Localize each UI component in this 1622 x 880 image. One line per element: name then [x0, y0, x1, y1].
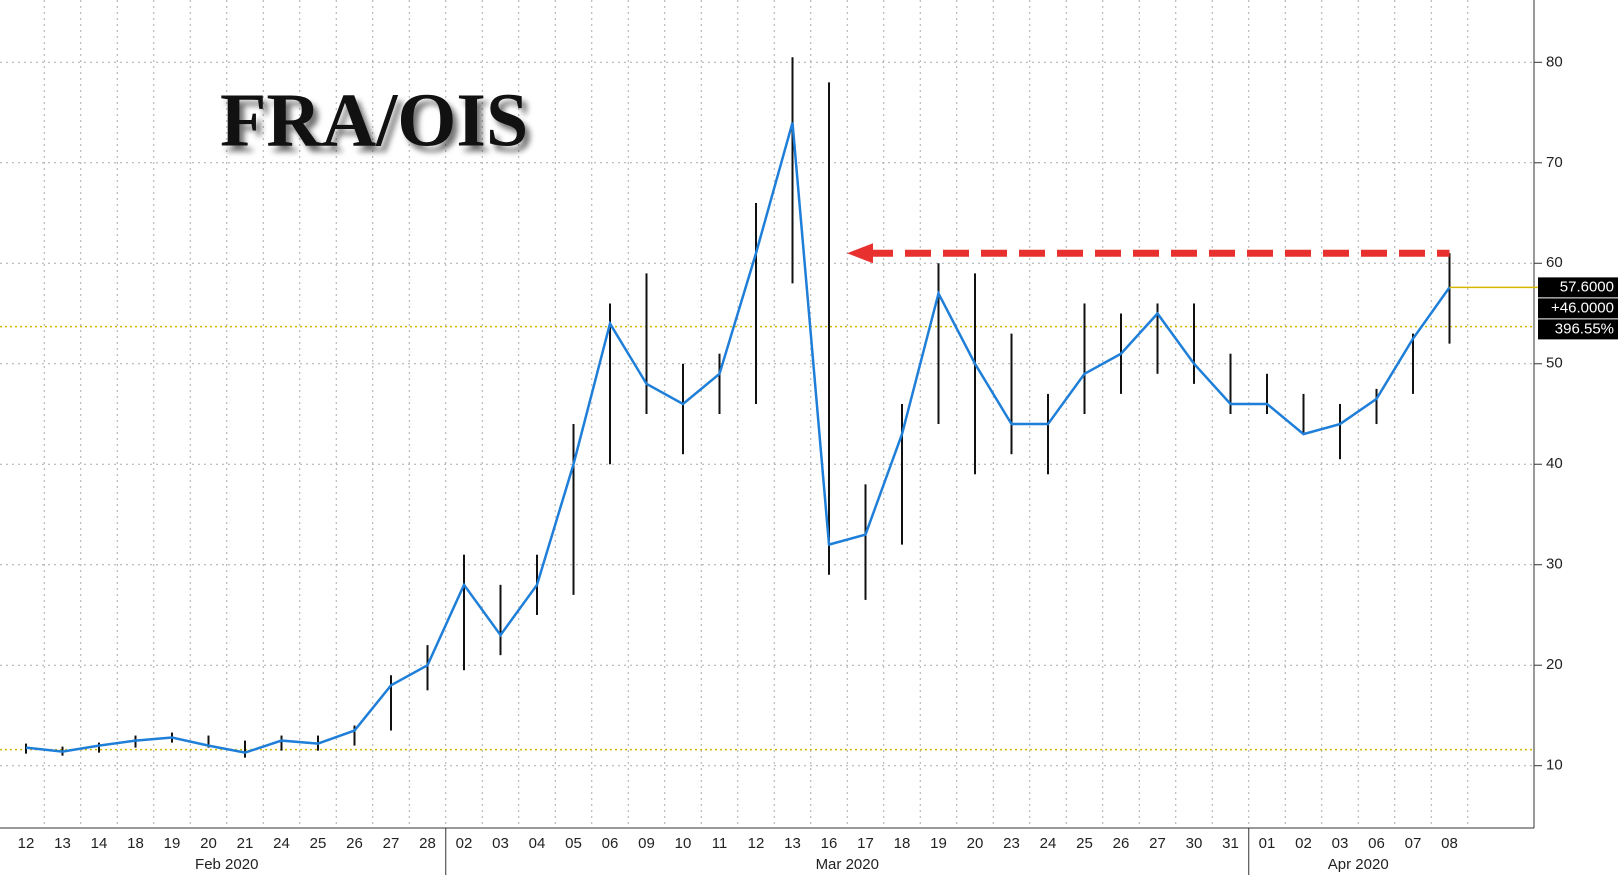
arrow-head	[847, 243, 873, 264]
x-tick-label: 27	[383, 835, 400, 852]
y-tick-label: 70	[1546, 154, 1563, 171]
x-tick-label: 13	[54, 835, 71, 852]
month-label: Apr 2020	[1328, 856, 1389, 873]
chart-title: FRA/OIS	[220, 78, 528, 162]
x-tick-label: 12	[18, 835, 35, 852]
x-tick-label: 07	[1405, 835, 1422, 852]
x-tick-label: 28	[419, 835, 436, 852]
x-tick-label: 11	[712, 835, 728, 852]
value-box	[1538, 319, 1618, 340]
x-tick-label: 23	[1003, 835, 1020, 852]
x-tick-label: 01	[1259, 835, 1276, 852]
x-tick-label: 25	[1076, 835, 1093, 852]
x-tick-label: 31	[1222, 835, 1239, 852]
x-tick-label: 24	[273, 835, 290, 852]
x-tick-label: 09	[638, 835, 655, 852]
y-tick-label: 40	[1546, 455, 1563, 472]
x-tick-label: 03	[1332, 835, 1349, 852]
value-box-label: 396.55%	[1555, 320, 1614, 337]
month-label: Feb 2020	[195, 856, 258, 873]
x-tick-label: 19	[164, 835, 181, 852]
value-box-label: 57.6000	[1560, 278, 1614, 295]
x-tick-label: 13	[784, 835, 801, 852]
x-tick-label: 05	[565, 835, 582, 852]
y-tick-label: 30	[1546, 556, 1563, 573]
x-tick-label: 06	[602, 835, 619, 852]
y-tick-label: 50	[1546, 355, 1563, 372]
x-tick-label: 16	[821, 835, 838, 852]
month-label: Mar 2020	[816, 856, 879, 873]
x-tick-label: 24	[1040, 835, 1057, 852]
value-box-label: +46.0000	[1551, 299, 1614, 316]
value-box	[1538, 277, 1618, 298]
x-tick-label: 02	[1295, 835, 1312, 852]
x-tick-label: 06	[1368, 835, 1385, 852]
value-box	[1538, 298, 1618, 319]
x-tick-label: 12	[748, 835, 765, 852]
x-tick-label: 10	[675, 835, 692, 852]
x-tick-label: 21	[237, 835, 254, 852]
x-tick-label: 20	[200, 835, 217, 852]
y-tick-label: 20	[1546, 656, 1563, 673]
x-tick-label: 02	[456, 835, 473, 852]
y-tick-label: 60	[1546, 254, 1563, 271]
x-tick-label: 26	[346, 835, 363, 852]
x-tick-label: 30	[1186, 835, 1203, 852]
x-tick-label: 18	[894, 835, 911, 852]
y-tick-label: 80	[1546, 53, 1563, 70]
x-tick-label: 03	[492, 835, 509, 852]
x-tick-label: 04	[529, 835, 546, 852]
x-tick-label: 19	[930, 835, 947, 852]
x-tick-label: 18	[127, 835, 144, 852]
x-tick-label: 27	[1149, 835, 1166, 852]
x-tick-label: 08	[1441, 835, 1458, 852]
x-tick-label: 17	[857, 835, 874, 852]
x-tick-label: 14	[91, 835, 108, 852]
x-tick-label: 26	[1113, 835, 1130, 852]
price-line	[25, 122, 1451, 754]
y-tick-label: 10	[1546, 757, 1563, 774]
x-tick-label: 25	[310, 835, 327, 852]
x-tick-label: 20	[967, 835, 984, 852]
